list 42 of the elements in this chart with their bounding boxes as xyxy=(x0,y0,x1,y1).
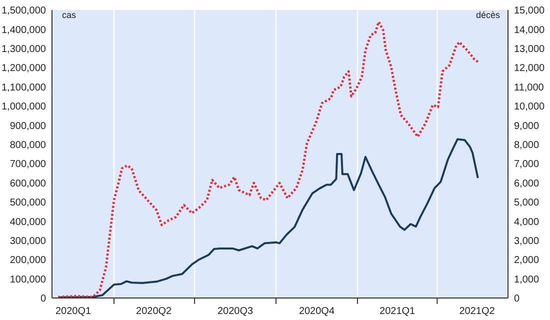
y2-tick-label: 7,000 xyxy=(514,159,540,170)
x-tick-label: 2021Q2 xyxy=(459,306,496,317)
y-tick-label: 300,000 xyxy=(10,236,46,247)
y2-tick-label: 14,000 xyxy=(514,24,546,36)
y-tick-label: 900,000 xyxy=(10,120,46,132)
y-tick-label: 400,000 xyxy=(10,216,46,228)
y2-tick-label: 10,000 xyxy=(514,102,546,113)
y2-tick-label: 5,000 xyxy=(514,198,540,209)
y-axis-title: cas xyxy=(62,10,76,20)
y2-tick-label: 0 xyxy=(514,294,520,305)
y-tick-label: 800,000 xyxy=(10,140,46,151)
y2-tick-label: 4,000 xyxy=(514,216,540,228)
y2-tick-label: 15,000 xyxy=(514,6,546,17)
y-tick-label: 700,000 xyxy=(10,159,46,170)
line-series xyxy=(57,138,479,298)
x-tick-label: 2020Q2 xyxy=(136,306,172,317)
y-tick-label: 1,200,000 xyxy=(2,63,46,74)
y-tick-label: 1,500,000 xyxy=(2,6,46,17)
y2-tick-label: 1,000 xyxy=(514,274,540,286)
y2-tick-label: 2,000 xyxy=(514,255,540,266)
y2-tick-label: 12,000 xyxy=(514,63,546,74)
y2-tick-label: 3,000 xyxy=(514,236,540,247)
y2-tick-label: 8,000 xyxy=(514,140,540,151)
x-tick-label: 2021Q1 xyxy=(380,306,416,317)
x-tick-label: 2020Q4 xyxy=(298,306,335,317)
y-tick-label: 1,300,000 xyxy=(2,44,46,55)
y2-axis-title: décès xyxy=(476,10,500,20)
y-tick-label: 100,000 xyxy=(10,274,46,286)
y2-tick-label: 9,000 xyxy=(514,120,540,132)
y2-tick-label: 11,000 xyxy=(514,82,544,94)
y-tick-label: 1,400,000 xyxy=(2,24,46,36)
y-tick-label: 1,100,000 xyxy=(2,82,46,94)
y2-tick-label: 6,000 xyxy=(514,178,540,190)
y-tick-label: 600,000 xyxy=(10,178,46,190)
x-tick-label: 2020Q3 xyxy=(217,306,254,317)
y-tick-label: 200,000 xyxy=(10,255,46,266)
y-tick-label: 500,000 xyxy=(10,198,46,209)
y2-tick-label: 13,000 xyxy=(514,44,546,55)
line-series xyxy=(57,20,480,298)
y-tick-label: 1,000,000 xyxy=(2,102,46,113)
x-tick-label: 2020Q1 xyxy=(55,306,92,317)
y-tick-label: 0 xyxy=(40,294,46,305)
